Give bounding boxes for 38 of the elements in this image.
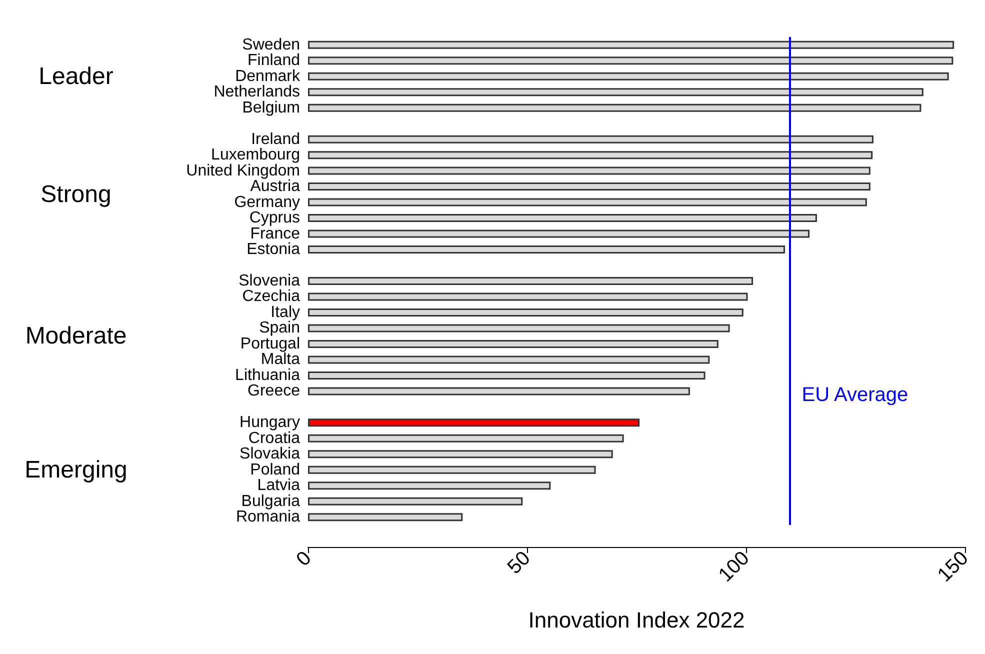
- y-tick-label: Germany: [234, 194, 300, 211]
- y-tick-label: Estonia: [246, 241, 300, 258]
- x-tick-label: 0: [292, 547, 316, 571]
- text: Leader: [38, 62, 114, 90]
- y-tick-label: Spain: [259, 320, 300, 337]
- y-tick-label: Latvia: [257, 477, 300, 494]
- y-tick-label: Czechia: [242, 288, 300, 306]
- ref-line-label: EU Average: [802, 384, 908, 406]
- y-tick-label: Luxembourg: [211, 146, 300, 164]
- x-tick-label: 100: [714, 547, 754, 586]
- text: Moderate: [25, 322, 127, 350]
- y-tick-label: Cyprus: [249, 210, 300, 227]
- y-tick-label: Belgium: [242, 99, 300, 116]
- text: Emerging: [24, 456, 128, 484]
- y-tick-label: Netherlands: [214, 84, 300, 101]
- y-tick-label: Slovakia: [240, 446, 300, 463]
- y-tick-label: Austria: [250, 178, 300, 196]
- y-tick-label: Italy: [270, 304, 300, 321]
- y-tick-label: Malta: [260, 351, 300, 368]
- y-tick-label: Denmark: [235, 68, 301, 85]
- y-tick-label: Poland: [250, 461, 300, 478]
- y-tick-label: Lithuania: [235, 366, 300, 384]
- y-tick-label: Croatia: [248, 430, 300, 447]
- x-axis-title: Innovation Index 2022: [528, 608, 745, 632]
- y-tick-label: Bulgaria: [241, 492, 300, 510]
- y-tick-label: Sweden: [242, 36, 300, 54]
- y-tick-label: Slovenia: [238, 272, 300, 290]
- y-tick-label: Greece: [248, 382, 300, 400]
- y-tick-label: France: [250, 225, 300, 242]
- text: Strong: [40, 180, 112, 208]
- y-tick-label: United Kingdom: [186, 162, 300, 180]
- x-tick-label: 50: [504, 547, 535, 578]
- y-tick-label: Ireland: [251, 130, 300, 148]
- x-tick-label: 150: [934, 547, 973, 586]
- y-tick-label: Finland: [248, 52, 300, 70]
- y-tick-label: Portugal: [240, 335, 300, 352]
- y-tick-label: Hungary: [240, 414, 300, 432]
- y-tick-label: Romania: [236, 508, 300, 526]
